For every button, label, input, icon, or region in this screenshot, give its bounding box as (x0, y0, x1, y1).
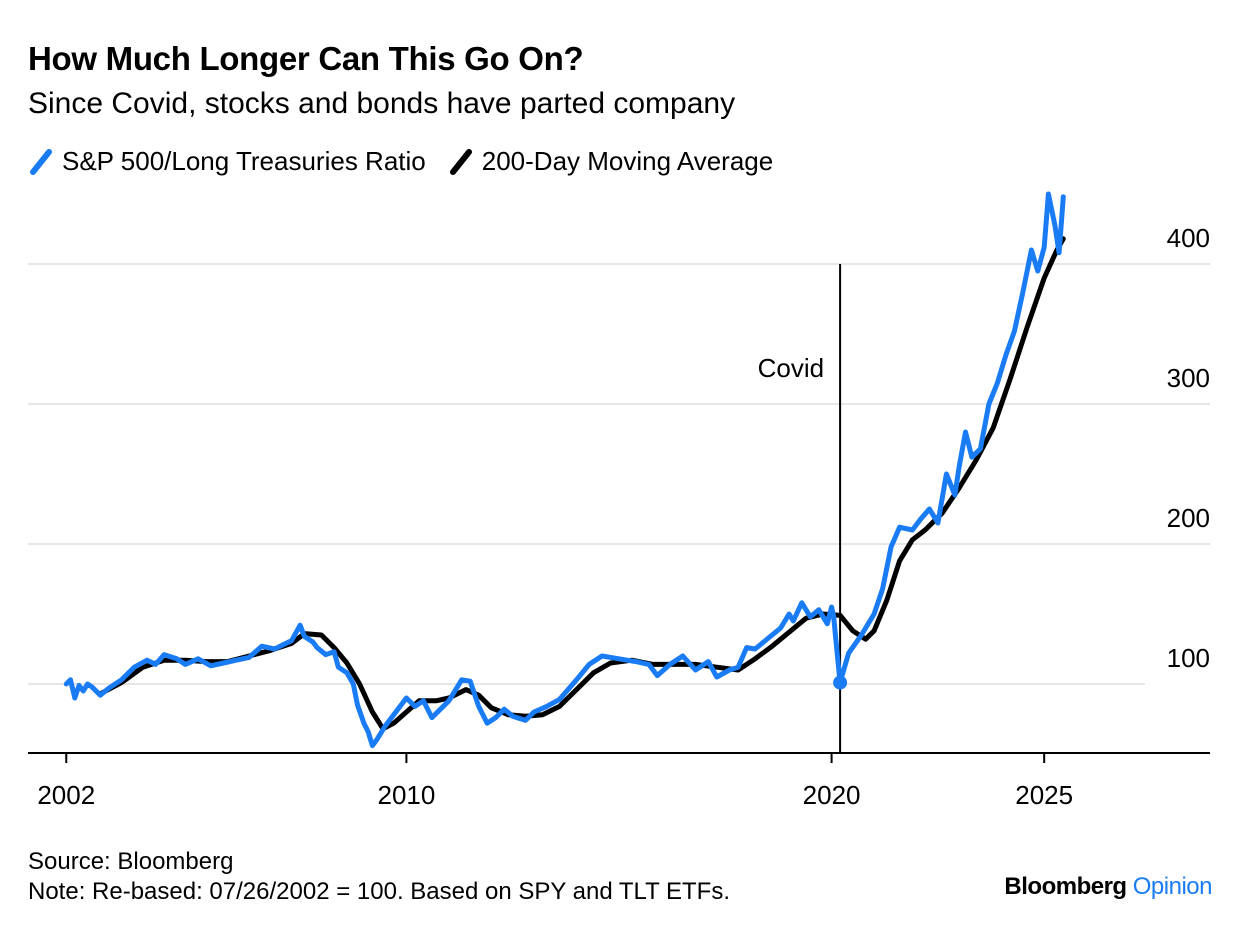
legend-label-moving-average: 200-Day Moving Average (481, 146, 774, 176)
annotation-marker-covid (833, 675, 848, 690)
series-line-ratio (63, 191, 1066, 749)
legend-swatch-moving-average (449, 148, 472, 175)
series-line-moving-average (97, 236, 1066, 732)
x-tick-label-2025: 2025 (1015, 780, 1073, 810)
footnote: Note: Re-based: 07/26/2002 = 100. Based … (28, 878, 731, 905)
x-tick-label-2002: 2002 (37, 780, 95, 810)
legend-label-ratio: S&P 500/Long Treasuries Ratio (62, 146, 426, 176)
legend-item-ratio: S&P 500/Long Treasuries Ratio (28, 146, 426, 177)
brand-logo: Bloomberg Opinion (1004, 873, 1212, 901)
y-tick-label-300: 300 (1167, 363, 1210, 393)
legend-swatch-ratio (30, 148, 52, 175)
y-tick-label-100: 100 (1167, 643, 1210, 673)
brand-part-opinion: Opinion (1132, 873, 1213, 900)
brand-part-bloomberg: Bloomberg (1004, 873, 1127, 900)
y-tick-label-200: 200 (1167, 503, 1210, 533)
x-tick-label-2020: 2020 (803, 780, 861, 810)
y-tick-label-400: 400 (1167, 223, 1210, 253)
chart-subtitle: Since Covid, stocks and bonds have parte… (28, 87, 736, 120)
annotation-label-covid: Covid (758, 353, 824, 383)
x-tick-label-2010: 2010 (377, 780, 435, 810)
source-note: Source: Bloomberg (28, 848, 234, 875)
legend: S&P 500/Long Treasuries Ratio 200-Day Mo… (28, 146, 795, 177)
chart-title: How Much Longer Can This Go On? (28, 40, 584, 77)
legend-item-moving-average: 200-Day Moving Average (448, 146, 773, 177)
